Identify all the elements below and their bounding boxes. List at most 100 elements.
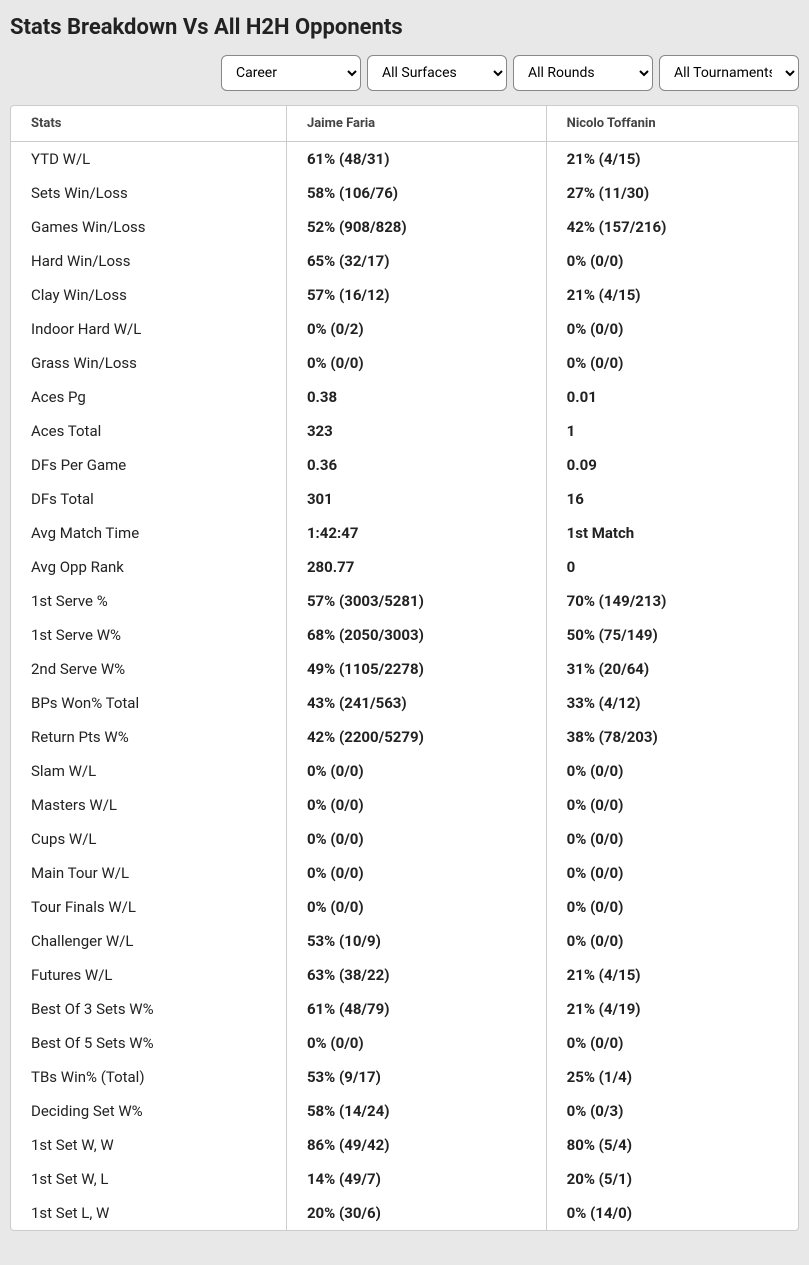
stat-label: 1st Serve W%: [11, 618, 286, 652]
stat-value-player2: 0% (0/0): [546, 312, 798, 346]
stat-value-player1: 323: [286, 414, 546, 448]
stat-label: Hard Win/Loss: [11, 244, 286, 278]
stat-label: Main Tour W/L: [11, 856, 286, 890]
table-header-row: Stats Jaime Faria Nicolo Toffanin: [11, 106, 798, 142]
table-row: Hard Win/Loss65% (32/17)0% (0/0): [11, 244, 798, 278]
stat-value-player2: 38% (78/203): [546, 720, 798, 754]
stat-value-player1: 61% (48/79): [286, 992, 546, 1026]
stat-value-player1: 68% (2050/3003): [286, 618, 546, 652]
stat-label: Deciding Set W%: [11, 1094, 286, 1128]
stat-value-player1: 61% (48/31): [286, 142, 546, 177]
table-row: 1st Set W, W86% (49/42)80% (5/4): [11, 1128, 798, 1162]
table-row: Aces Total3231: [11, 414, 798, 448]
stat-value-player2: 16: [546, 482, 798, 516]
stat-value-player1: 58% (14/24): [286, 1094, 546, 1128]
stat-label: Avg Opp Rank: [11, 550, 286, 584]
stat-value-player2: 21% (4/15): [546, 958, 798, 992]
table-row: Cups W/L0% (0/0)0% (0/0): [11, 822, 798, 856]
stat-value-player2: 50% (75/149): [546, 618, 798, 652]
stats-table-container: Stats Jaime Faria Nicolo Toffanin YTD W/…: [10, 105, 799, 1231]
stat-label: Masters W/L: [11, 788, 286, 822]
stat-label: Avg Match Time: [11, 516, 286, 550]
table-row: Avg Match Time1:42:471st Match: [11, 516, 798, 550]
table-row: Aces Pg0.380.01: [11, 380, 798, 414]
table-row: Best Of 3 Sets W%61% (48/79)21% (4/19): [11, 992, 798, 1026]
table-row: 1st Serve %57% (3003/5281)70% (149/213): [11, 584, 798, 618]
stat-label: Aces Pg: [11, 380, 286, 414]
stat-value-player2: 0% (0/0): [546, 856, 798, 890]
stat-label: Games Win/Loss: [11, 210, 286, 244]
table-row: 2nd Serve W%49% (1105/2278)31% (20/64): [11, 652, 798, 686]
period-select[interactable]: Career: [221, 55, 361, 91]
col-header-player2: Nicolo Toffanin: [546, 106, 798, 142]
stat-value-player2: 80% (5/4): [546, 1128, 798, 1162]
table-row: Avg Opp Rank280.770: [11, 550, 798, 584]
stat-label: TBs Win% (Total): [11, 1060, 286, 1094]
stat-value-player1: 49% (1105/2278): [286, 652, 546, 686]
table-row: Deciding Set W%58% (14/24)0% (0/3): [11, 1094, 798, 1128]
table-row: Grass Win/Loss0% (0/0)0% (0/0): [11, 346, 798, 380]
stat-value-player2: 42% (157/216): [546, 210, 798, 244]
stat-value-player1: 0% (0/0): [286, 754, 546, 788]
stat-value-player2: 1: [546, 414, 798, 448]
table-row: BPs Won% Total43% (241/563)33% (4/12): [11, 686, 798, 720]
stat-value-player1: 0% (0/0): [286, 788, 546, 822]
stat-value-player2: 21% (4/15): [546, 278, 798, 312]
stat-label: Aces Total: [11, 414, 286, 448]
stat-value-player1: 58% (106/76): [286, 176, 546, 210]
table-row: 1st Serve W%68% (2050/3003)50% (75/149): [11, 618, 798, 652]
stat-value-player1: 0% (0/0): [286, 856, 546, 890]
table-row: Sets Win/Loss58% (106/76)27% (11/30): [11, 176, 798, 210]
stat-value-player1: 42% (2200/5279): [286, 720, 546, 754]
stat-label: Cups W/L: [11, 822, 286, 856]
round-select[interactable]: All Rounds: [513, 55, 653, 91]
stat-label: Futures W/L: [11, 958, 286, 992]
stat-value-player2: 20% (5/1): [546, 1162, 798, 1196]
col-header-stats: Stats: [11, 106, 286, 142]
stat-value-player1: 53% (10/9): [286, 924, 546, 958]
stat-value-player2: 0% (0/0): [546, 346, 798, 380]
surface-select[interactable]: All Surfaces: [367, 55, 507, 91]
table-row: Challenger W/L53% (10/9)0% (0/0): [11, 924, 798, 958]
stat-value-player1: 0% (0/0): [286, 822, 546, 856]
col-header-player1: Jaime Faria: [286, 106, 546, 142]
stat-value-player2: 0% (0/0): [546, 244, 798, 278]
table-row: Clay Win/Loss57% (16/12)21% (4/15): [11, 278, 798, 312]
stat-value-player2: 0% (14/0): [546, 1196, 798, 1230]
stat-label: BPs Won% Total: [11, 686, 286, 720]
table-row: Futures W/L63% (38/22)21% (4/15): [11, 958, 798, 992]
stat-value-player1: 57% (3003/5281): [286, 584, 546, 618]
table-row: Masters W/L0% (0/0)0% (0/0): [11, 788, 798, 822]
stat-label: 2nd Serve W%: [11, 652, 286, 686]
stat-value-player2: 31% (20/64): [546, 652, 798, 686]
stat-label: Challenger W/L: [11, 924, 286, 958]
table-row: Tour Finals W/L0% (0/0)0% (0/0): [11, 890, 798, 924]
stat-value-player2: 0% (0/0): [546, 822, 798, 856]
stat-label: Return Pts W%: [11, 720, 286, 754]
stat-label: 1st Serve %: [11, 584, 286, 618]
stat-label: Sets Win/Loss: [11, 176, 286, 210]
stat-label: Tour Finals W/L: [11, 890, 286, 924]
table-row: 1st Set L, W20% (30/6)0% (14/0): [11, 1196, 798, 1230]
stat-value-player2: 25% (1/4): [546, 1060, 798, 1094]
stat-label: DFs Per Game: [11, 448, 286, 482]
stat-value-player2: 0% (0/0): [546, 924, 798, 958]
stat-value-player1: 301: [286, 482, 546, 516]
table-row: TBs Win% (Total)53% (9/17)25% (1/4): [11, 1060, 798, 1094]
stat-value-player2: 0.01: [546, 380, 798, 414]
stat-value-player1: 0.36: [286, 448, 546, 482]
stat-value-player1: 0% (0/0): [286, 346, 546, 380]
stat-value-player1: 14% (49/7): [286, 1162, 546, 1196]
stat-value-player2: 21% (4/15): [546, 142, 798, 177]
stat-label: Best Of 3 Sets W%: [11, 992, 286, 1026]
stat-label: YTD W/L: [11, 142, 286, 177]
stat-label: 1st Set L, W: [11, 1196, 286, 1230]
stat-label: Slam W/L: [11, 754, 286, 788]
page-title: Stats Breakdown Vs All H2H Opponents: [10, 15, 799, 40]
stat-value-player2: 27% (11/30): [546, 176, 798, 210]
tournament-select[interactable]: All Tournaments: [659, 55, 799, 91]
stat-value-player1: 0% (0/0): [286, 1026, 546, 1060]
stat-label: Indoor Hard W/L: [11, 312, 286, 346]
stat-label: DFs Total: [11, 482, 286, 516]
table-row: Best Of 5 Sets W%0% (0/0)0% (0/0): [11, 1026, 798, 1060]
